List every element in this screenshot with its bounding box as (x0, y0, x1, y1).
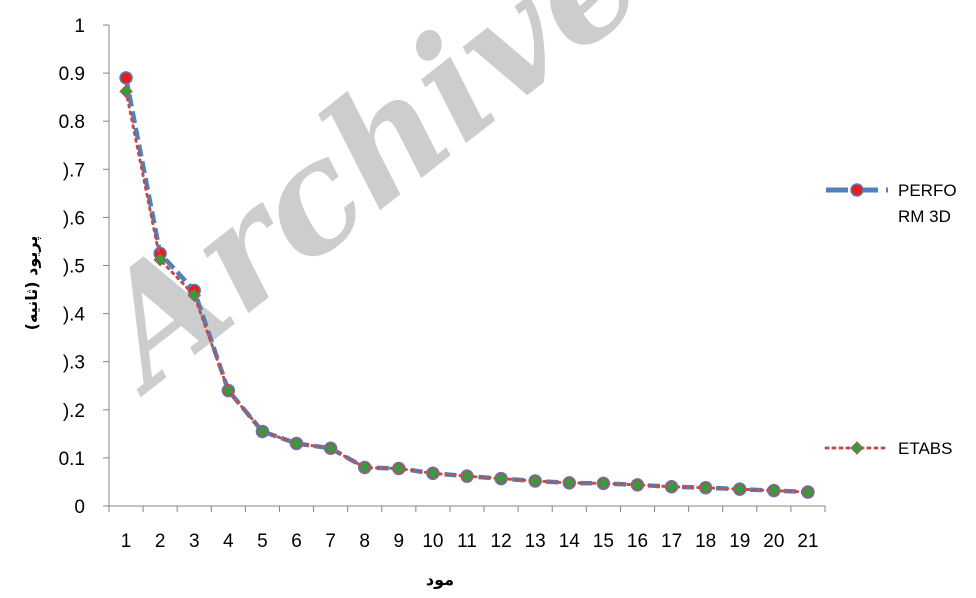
y-tick-label: ).4 (63, 305, 86, 326)
data-point (119, 71, 133, 85)
data-point (392, 461, 406, 476)
x-tick-label: 17 (661, 531, 682, 552)
y-tick-label: ).6 (63, 208, 85, 229)
axes: 00.1).2).3).4).5).6).70.80.911 2 3 4 5 6 7 8 9 10… (59, 16, 826, 552)
x-tick-label: 2 (155, 531, 166, 552)
y-tick-label: ).5 (63, 257, 85, 278)
y-tick-label: ).7 (63, 160, 85, 181)
series-2 (119, 84, 815, 499)
data-point (289, 436, 304, 451)
watermark: Archive (54, 0, 673, 426)
data-point (733, 482, 747, 496)
x-tick-label: 20 (763, 531, 784, 552)
series-layer (119, 71, 815, 499)
x-tick-label: 5 (257, 531, 268, 552)
legend-entry-2: ETABS (824, 439, 952, 458)
data-point (767, 483, 781, 498)
x-tick-label: 21 (797, 531, 818, 552)
x-tick-label: 1 (121, 531, 132, 552)
data-point (460, 469, 474, 483)
data-point (187, 288, 201, 303)
x-tick-label: 14 (559, 531, 581, 552)
x-tick-label: 4 (223, 531, 234, 552)
watermark-text: Archive (54, 0, 673, 426)
data-point (119, 84, 133, 99)
data-point (221, 383, 236, 398)
data-point (528, 474, 542, 488)
y-tick-label: 0.9 (59, 64, 85, 85)
data-point (630, 478, 645, 492)
x-tick-label: 11 (457, 531, 477, 552)
data-point (323, 441, 338, 455)
x-tick-label: 9 (394, 531, 405, 552)
y-axis-title: پریود (ثانیه) (22, 236, 42, 331)
data-point (255, 424, 270, 439)
legend-entry-1: PERFO RM 3D (826, 181, 957, 226)
data-point (358, 460, 372, 475)
data-point (664, 480, 679, 494)
x-tick-label: 3 (189, 531, 200, 552)
x-tick-label: 16 (627, 531, 648, 552)
x-tick-label: 15 (593, 531, 614, 552)
legend-label: ETABS (898, 439, 952, 458)
data-point (801, 485, 815, 499)
legend: PERFO RM 3D ETABS (824, 181, 957, 458)
legend-marker (850, 183, 864, 197)
y-tick-label: 0.1 (59, 449, 85, 470)
y-tick-label: ).2 (63, 401, 85, 422)
data-point (426, 466, 440, 480)
x-tick-label: 6 (291, 531, 302, 552)
data-point (153, 253, 167, 267)
y-tick-label: 1 (74, 16, 85, 37)
y-tick-label: 0.8 (59, 112, 85, 133)
x-tick-label: 7 (325, 531, 336, 552)
x-tick-label: 10 (422, 531, 443, 552)
legend-label: PERFO (898, 181, 957, 200)
legend-marker (850, 441, 864, 455)
data-point (494, 471, 508, 486)
data-point (596, 476, 611, 491)
legend-label: RM 3D (898, 207, 951, 226)
x-axis-title: مود (426, 570, 454, 589)
x-tick-label: 8 (359, 531, 370, 552)
x-tick-label: 12 (491, 531, 512, 552)
x-tick-label: 19 (729, 531, 750, 552)
x-tick-label: 18 (695, 531, 716, 552)
y-tick-label: 0 (74, 497, 85, 518)
data-point (562, 476, 576, 490)
data-point (698, 481, 713, 495)
y-tick-label: ).3 (63, 353, 85, 374)
x-tick-label: 13 (525, 531, 546, 552)
